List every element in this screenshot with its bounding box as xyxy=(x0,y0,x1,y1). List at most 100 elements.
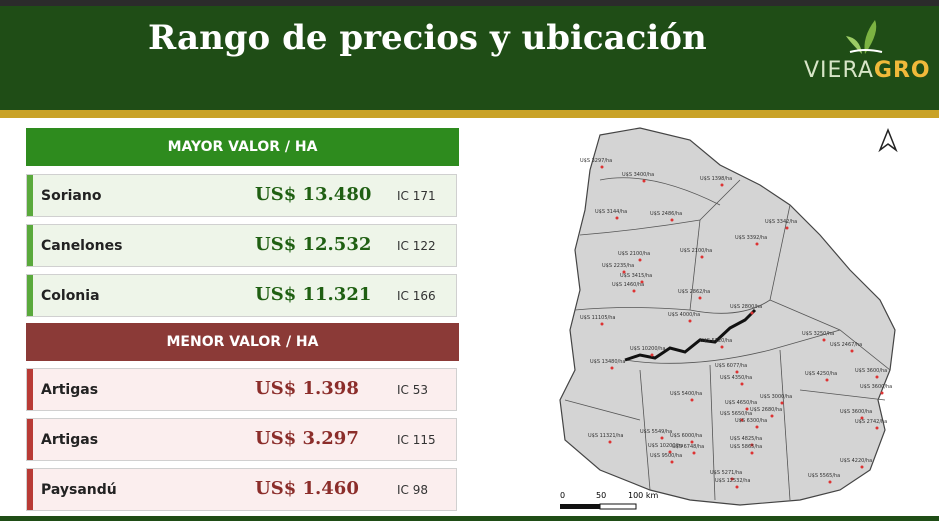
map-label: U$S 9500/ha xyxy=(650,453,682,459)
price-dot xyxy=(642,179,646,183)
map-label: U$S 12532/ha xyxy=(715,478,750,484)
price-dot xyxy=(610,366,614,370)
price-dot xyxy=(670,460,674,464)
map-label: U$S 6000/ha xyxy=(670,433,702,439)
scale-label: 100 km xyxy=(628,491,658,500)
logo-text: VIERA xyxy=(804,58,874,83)
price-dot xyxy=(600,165,604,169)
price-dot xyxy=(735,485,739,489)
price-dot xyxy=(690,398,694,402)
map-label: U$S 3600/ha xyxy=(855,368,887,374)
scale-label: 0 xyxy=(560,491,565,500)
price-dot xyxy=(860,416,864,420)
index: IC 122 xyxy=(397,239,436,253)
price-dot xyxy=(745,407,749,411)
map-label: U$S 5549/ha xyxy=(640,429,672,435)
price-dot xyxy=(755,425,759,429)
price-dot xyxy=(750,443,754,447)
map-label: U$S 2680/ha xyxy=(750,407,782,413)
price-row: Artigas US$ 3.297 IC 115 xyxy=(26,418,457,461)
price: US$ 3.297 xyxy=(255,428,359,449)
price-dot xyxy=(688,319,692,323)
map-label: U$S 2100/ha xyxy=(680,248,712,254)
map: U$S 3297/ha U$S 1398/ha U$S 3400/ha U$S 314… xyxy=(559,127,898,510)
department: Colonia xyxy=(41,288,100,304)
map-label: U$S 10200/ha xyxy=(630,346,665,352)
price-dot xyxy=(755,242,759,246)
row-stripe xyxy=(27,275,33,316)
price: US$ 12.532 xyxy=(255,234,372,255)
index: IC 166 xyxy=(397,289,436,303)
logo: VIERAGRO xyxy=(804,58,931,83)
price-dot xyxy=(740,382,744,386)
price: US$ 1.398 xyxy=(255,378,359,399)
map-label: U$S 1460/ha xyxy=(612,282,644,288)
map-label: U$S 11105/ha xyxy=(580,315,615,321)
row-stripe xyxy=(27,225,33,266)
map-label: U$S 5400/ha xyxy=(670,391,702,397)
map-label: U$S 2486/ha xyxy=(650,211,682,217)
price-dot xyxy=(875,426,879,430)
price-dot xyxy=(828,480,832,484)
price-dot xyxy=(650,353,654,357)
north-arrow xyxy=(878,127,898,153)
bottom-bar xyxy=(0,516,939,521)
price-dot xyxy=(720,345,724,349)
price-dot xyxy=(615,216,619,220)
price-dot xyxy=(860,465,864,469)
scale-label: 50 xyxy=(596,491,606,500)
price-dot xyxy=(785,226,789,230)
price-dot xyxy=(750,451,754,455)
price-row: Colonia US$ 11.321 IC 166 xyxy=(26,274,457,317)
map-label: U$S 2467/ha xyxy=(830,342,862,348)
department: Artigas xyxy=(41,432,99,448)
price-dot xyxy=(632,289,636,293)
map-label: U$S 6077/ha xyxy=(715,363,747,369)
map-label: U$S 2235/ha xyxy=(602,263,634,269)
price-dot xyxy=(668,450,672,454)
price-dot xyxy=(600,322,604,326)
price-dot xyxy=(638,258,642,262)
price-dot xyxy=(825,378,829,382)
price-dot xyxy=(700,255,704,259)
logo-text: GRO xyxy=(873,58,931,83)
price-dot xyxy=(622,270,626,274)
price-dot xyxy=(750,311,754,315)
price-dot xyxy=(730,477,734,481)
row-stripe xyxy=(27,419,33,460)
map-label: U$S 5865/ha xyxy=(730,444,762,450)
map-label: U$S 3342/ha xyxy=(765,219,797,225)
department: Artigas xyxy=(41,382,99,398)
price-dot xyxy=(660,436,664,440)
map-label: U$S 3250/ha xyxy=(802,331,834,337)
price-dot xyxy=(780,401,784,405)
map-label: U$S 5565/ha xyxy=(808,473,840,479)
map-label: U$S 10200/ha xyxy=(648,443,683,449)
map-label: U$S 3600/ha xyxy=(840,409,872,415)
department: Soriano xyxy=(41,188,102,204)
map-label: U$S 6300/ha xyxy=(735,418,767,424)
price-dot xyxy=(770,414,774,418)
river xyxy=(624,308,757,362)
price-dot xyxy=(735,370,739,374)
map-label: U$S 4650/ha xyxy=(725,400,757,406)
map-label: U$S 3392/ha xyxy=(735,235,767,241)
departments xyxy=(564,177,891,501)
scale-bar xyxy=(560,504,600,509)
map-label: U$S 2100/ha xyxy=(618,251,650,257)
title: Rango de precios y ubicación xyxy=(148,18,707,58)
price-row: Paysandú US$ 1.460 IC 98 xyxy=(26,468,457,511)
price-row: Soriano US$ 13.480 IC 171 xyxy=(26,174,457,217)
map-label: U$S 3600/ha xyxy=(860,384,892,390)
price-dot xyxy=(670,218,674,222)
map-label: U$S 13480/ha xyxy=(590,359,625,365)
map-label: U$S 2862/ha xyxy=(678,289,710,295)
header xyxy=(0,0,939,110)
map-label: U$S 3000/ha xyxy=(760,394,792,400)
map-label: U$S 3297/ha xyxy=(580,158,612,164)
price: US$ 11.321 xyxy=(255,284,372,305)
price-dot xyxy=(822,338,826,342)
index: IC 53 xyxy=(397,383,429,397)
row-stripe xyxy=(27,469,33,510)
price-dot xyxy=(698,296,702,300)
